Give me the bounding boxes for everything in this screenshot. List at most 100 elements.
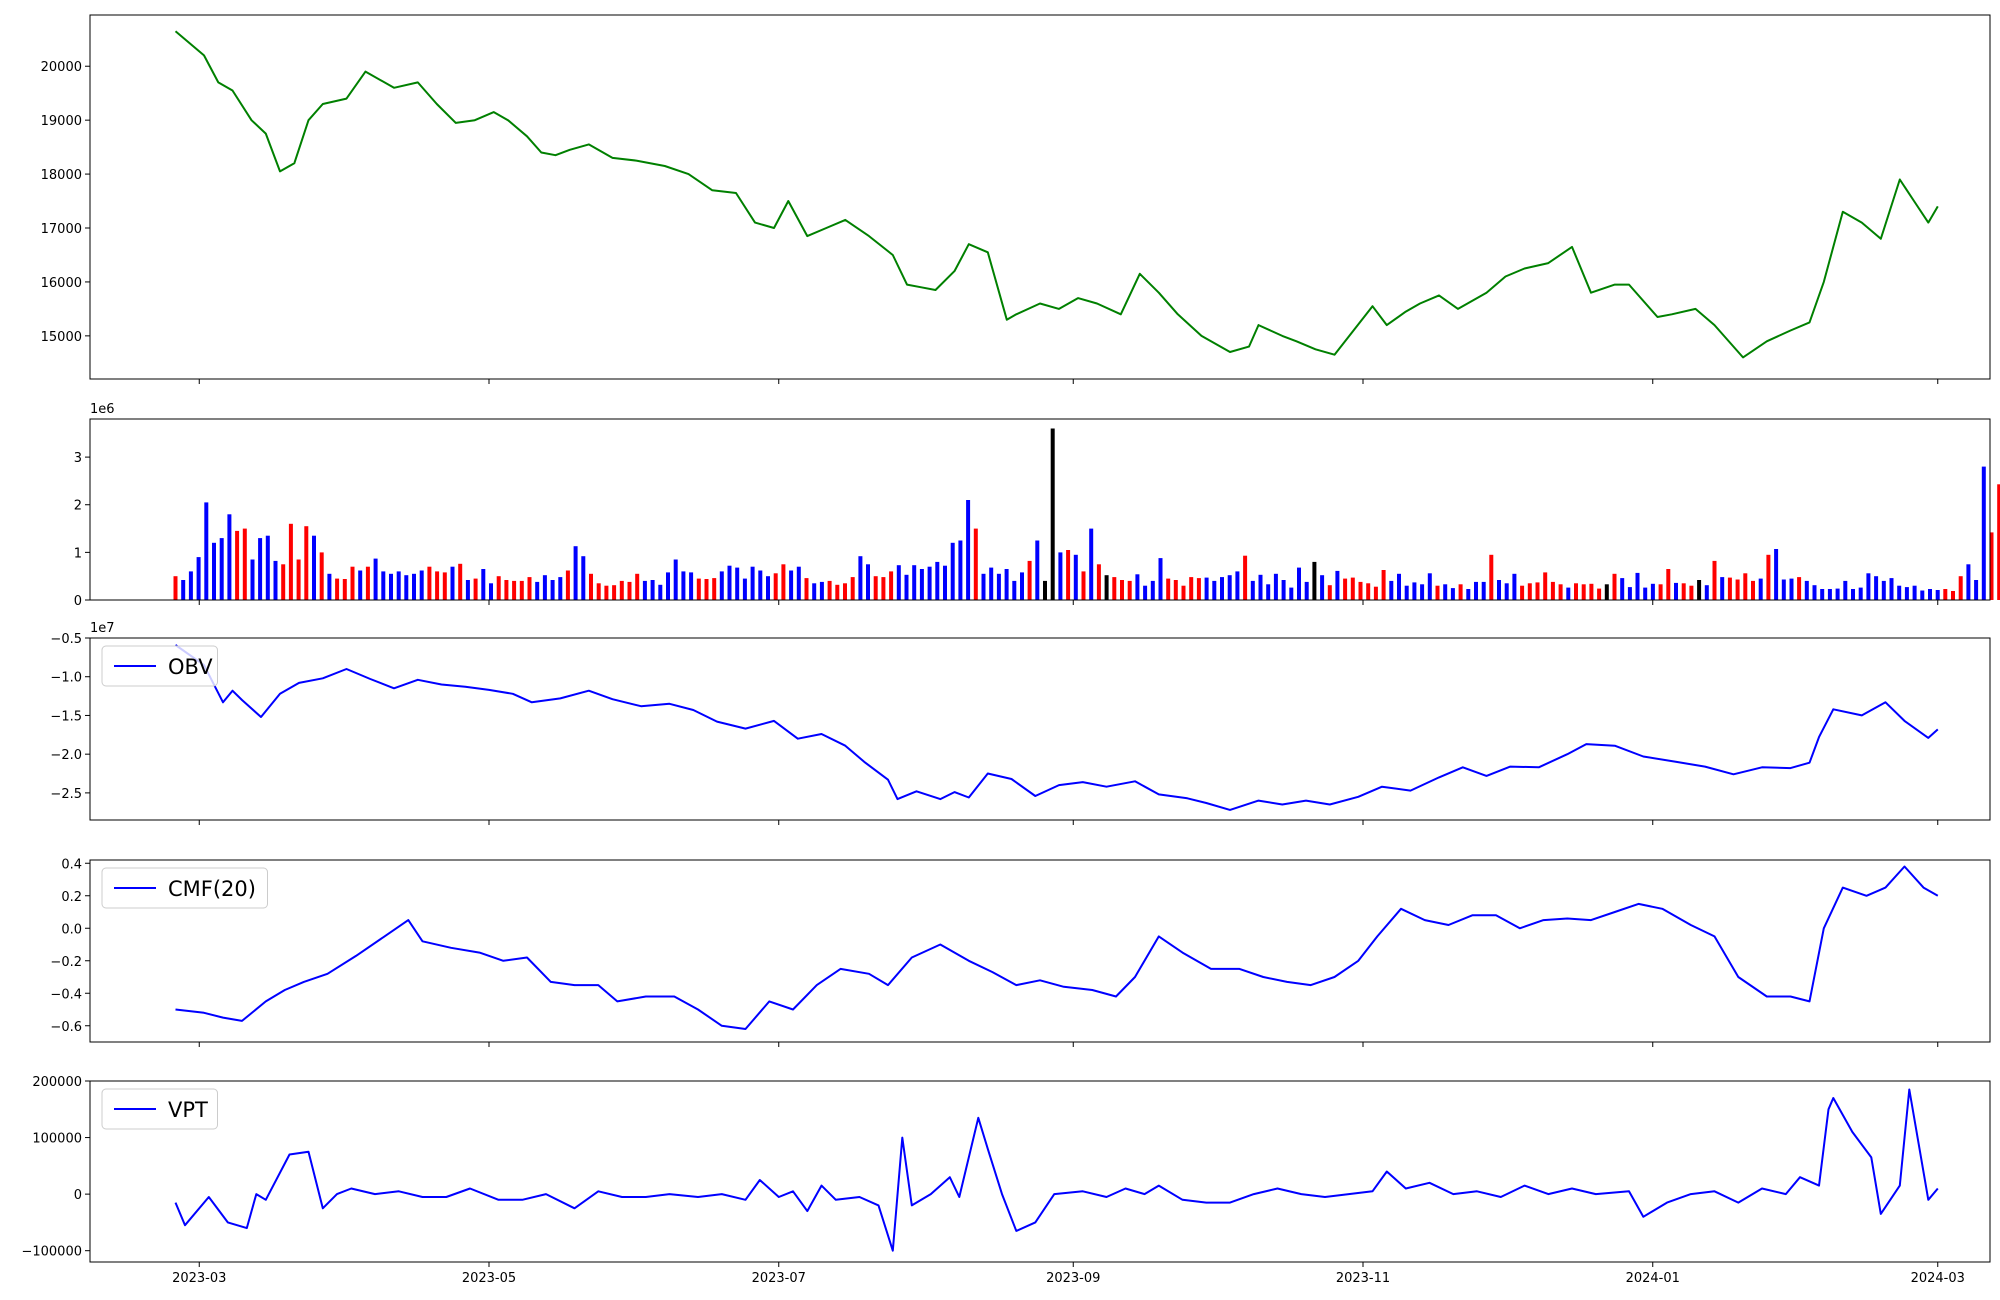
volume-bar xyxy=(850,577,855,600)
y-tick-label: −1.5 xyxy=(50,709,82,724)
y-tick-label: 2 xyxy=(74,499,82,514)
volume-bar xyxy=(704,579,709,600)
volume-bar xyxy=(1689,585,1694,600)
volume-bar xyxy=(1758,578,1763,600)
volume-bar xyxy=(1620,578,1625,600)
volume-bar xyxy=(365,566,370,600)
volume-bar xyxy=(758,570,763,600)
volume-bar xyxy=(1350,577,1355,600)
volume-bar xyxy=(766,576,770,600)
volume-bar xyxy=(1435,585,1440,600)
volume-bar xyxy=(412,573,416,600)
volume-bar xyxy=(442,572,447,600)
volume-bar xyxy=(1650,583,1655,600)
volume-bar xyxy=(750,566,755,600)
volume-bar xyxy=(1150,580,1155,600)
volume-bar xyxy=(519,580,524,600)
volume-bar xyxy=(1989,532,1994,600)
legend-box xyxy=(101,867,268,909)
volume-bar xyxy=(319,552,324,600)
volume-bar xyxy=(1227,575,1232,600)
volume-bar xyxy=(735,567,740,600)
x-tick-label: 2023-09 xyxy=(1046,1271,1100,1286)
volume-bar xyxy=(1497,580,1501,600)
volume-bar xyxy=(812,583,817,600)
volume-bar xyxy=(565,570,570,600)
volume-bar xyxy=(558,577,563,600)
volume-bar xyxy=(1943,589,1948,600)
volume-bar xyxy=(535,581,540,600)
volume-bar xyxy=(1304,581,1309,600)
volume-bar xyxy=(1751,580,1755,600)
volume-bar xyxy=(1135,574,1140,600)
volume-bar xyxy=(627,581,632,600)
volume-bar xyxy=(204,502,209,600)
volume-bar xyxy=(1666,569,1671,600)
volume-bar xyxy=(866,564,870,600)
series-line-obv xyxy=(174,644,1939,811)
y-tick-label: −2.5 xyxy=(50,787,82,802)
volume-bar xyxy=(642,580,647,600)
volume-bar xyxy=(419,570,424,600)
volume-bar xyxy=(835,584,840,600)
volume-bar xyxy=(1820,589,1825,600)
volume-bar xyxy=(796,566,801,600)
volume-bar xyxy=(1358,581,1363,600)
volume-bar xyxy=(1589,583,1594,600)
series-line-vpt xyxy=(174,1088,1939,1252)
volume-bar xyxy=(1381,570,1386,600)
volume-bar xyxy=(1704,585,1709,600)
volume-bar xyxy=(1243,555,1248,600)
volume-bar xyxy=(227,514,232,600)
volume-bar xyxy=(1458,584,1463,600)
volume-bar xyxy=(1789,578,1794,600)
series-line-price xyxy=(174,30,1939,359)
volume-bar xyxy=(1604,584,1609,600)
volume-bar xyxy=(281,564,286,600)
volume-bar xyxy=(1297,567,1301,600)
volume-bar xyxy=(258,538,263,600)
volume-bar xyxy=(404,575,409,600)
volume-bar xyxy=(696,578,701,600)
volume-bar xyxy=(1527,583,1532,600)
volume-bar xyxy=(1774,549,1779,600)
volume-bar xyxy=(481,569,486,600)
volume-bar xyxy=(1597,588,1602,600)
volume-bar xyxy=(881,577,886,600)
volume-bar xyxy=(1096,564,1101,600)
y-tick-label: 0 xyxy=(74,594,82,609)
volume-bar xyxy=(496,576,501,600)
volume-bar xyxy=(819,581,824,600)
volume-bar xyxy=(350,566,355,600)
volume-bar xyxy=(1235,571,1240,600)
volume-bar xyxy=(1928,589,1932,600)
volume-bar xyxy=(1612,573,1617,600)
volume-bar xyxy=(381,571,386,600)
volume-bar xyxy=(1997,484,2000,600)
volume-bar xyxy=(1404,585,1409,600)
volume-bar xyxy=(1874,576,1879,600)
volume-bar xyxy=(342,579,347,600)
volume-bar xyxy=(789,570,794,600)
volume-bar xyxy=(288,523,293,600)
volume-bar xyxy=(943,565,947,600)
volume-bar xyxy=(742,578,747,600)
volume-bar xyxy=(727,565,732,600)
x-tick-label: 2023-07 xyxy=(752,1271,806,1286)
volume-bar xyxy=(650,580,655,600)
volume-bar xyxy=(689,572,694,600)
volume-bar xyxy=(458,563,463,600)
y-tick-label: 17000 xyxy=(41,222,82,237)
volume-bar xyxy=(804,578,809,600)
x-tick-label: 2023-05 xyxy=(462,1271,516,1286)
volume-bar xyxy=(435,571,440,600)
axis-exponent-label: 1e7 xyxy=(90,621,115,636)
volume-bar xyxy=(912,565,917,600)
volume-bar xyxy=(919,569,924,600)
volume-bar xyxy=(1450,588,1455,600)
volume-bar xyxy=(1389,580,1394,600)
panel-vpt: −100000 0 100000 200000 2023-03 2023-05 2023-0… xyxy=(21,1075,1991,1286)
volume-bar xyxy=(1658,584,1663,600)
volume-bar xyxy=(273,560,278,600)
